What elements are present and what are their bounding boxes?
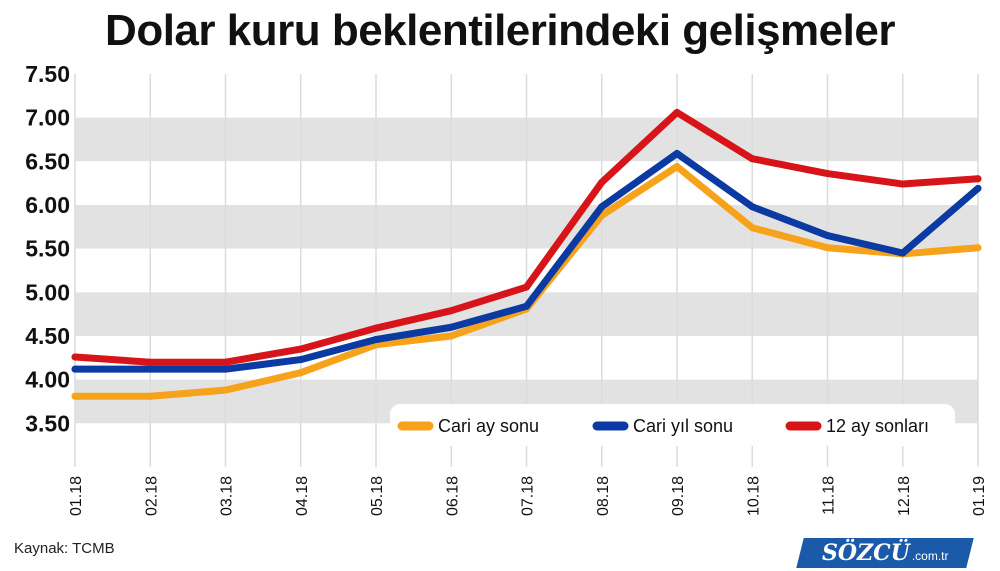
y-tick-label: 6.00 <box>25 192 70 218</box>
data-point <box>523 302 530 310</box>
x-tick-label: 08.18 <box>595 476 612 516</box>
x-axis-tick-labels: 01.18 02.18 03.18 04.18 05.18 06.18 07.18 08.18… <box>68 476 988 516</box>
data-point <box>824 170 831 178</box>
y-tick-label: 3.50 <box>25 410 70 436</box>
data-point <box>673 163 681 171</box>
data-point <box>974 244 982 252</box>
legend-label: Cari ay sonu <box>438 416 539 436</box>
data-point <box>297 369 305 377</box>
data-point <box>372 324 380 332</box>
data-point <box>824 232 831 240</box>
data-point <box>297 356 305 364</box>
x-tick-label: 04.18 <box>294 476 311 516</box>
data-point <box>598 203 606 211</box>
data-point <box>748 224 756 232</box>
data-point <box>598 178 606 186</box>
legend-label: 12 ay sonları <box>826 416 929 436</box>
data-point <box>523 283 530 291</box>
y-tick-label: 4.50 <box>25 323 70 349</box>
data-point <box>748 155 756 163</box>
brand-logo: SÖZCÜ .com.tr <box>796 538 974 568</box>
data-point <box>146 365 154 373</box>
x-tick-label: 11.18 <box>821 476 838 515</box>
data-point <box>899 180 907 188</box>
legend-box <box>390 404 955 446</box>
y-tick-label: 4.00 <box>25 367 70 393</box>
data-point <box>372 335 380 343</box>
chart-title: Dolar kuru beklentilerindeki gelişmeler <box>105 6 895 55</box>
source-note: Kaynak: TCMB <box>14 540 115 557</box>
y-tick-label: 7.50 <box>25 61 70 87</box>
data-point <box>447 307 455 315</box>
brand-name: SÖZCÜ <box>821 540 910 566</box>
x-tick-label: 02.18 <box>143 476 160 516</box>
x-tick-label: 01.19 <box>971 476 988 516</box>
data-point <box>71 392 79 400</box>
x-tick-label: 07.18 <box>520 476 537 516</box>
vertical-gridlines <box>74 74 979 467</box>
data-point <box>899 249 907 257</box>
data-point <box>71 353 79 361</box>
x-tick-label: 05.18 <box>369 476 386 516</box>
data-point <box>447 332 455 340</box>
data-point <box>673 108 681 116</box>
data-point <box>146 392 154 400</box>
data-point <box>222 386 229 394</box>
data-point <box>222 358 229 366</box>
data-point <box>146 358 154 366</box>
data-point <box>447 323 455 331</box>
y-tick-label: 6.50 <box>25 148 70 174</box>
data-point <box>974 175 982 183</box>
data-point <box>71 365 79 373</box>
x-tick-label: 09.18 <box>670 476 687 516</box>
y-axis-tick-labels: 7.50 7.00 6.50 6.00 5.50 5.00 4.50 4.00 3.50 <box>25 61 70 436</box>
brand-domain: .com.tr <box>911 549 949 563</box>
x-tick-label: 12.18 <box>896 476 913 516</box>
x-tick-label: 01.18 <box>68 476 85 516</box>
x-tick-label: 03.18 <box>219 476 236 516</box>
data-point <box>974 184 982 192</box>
data-point <box>673 149 681 157</box>
y-tick-label: 5.50 <box>25 236 70 262</box>
series-lines <box>71 108 982 400</box>
legend: Cari ay sonu Cari yıl sonu 12 ay sonları <box>390 404 955 446</box>
y-tick-label: 7.00 <box>25 105 70 131</box>
legend-label: Cari yıl sonu <box>633 416 733 436</box>
data-point <box>222 365 229 373</box>
x-tick-label: 10.18 <box>745 476 762 516</box>
data-point <box>824 244 831 252</box>
y-tick-label: 5.00 <box>25 279 70 305</box>
x-tick-label: 06.18 <box>444 476 461 516</box>
data-point <box>297 345 305 353</box>
data-point <box>748 203 756 211</box>
